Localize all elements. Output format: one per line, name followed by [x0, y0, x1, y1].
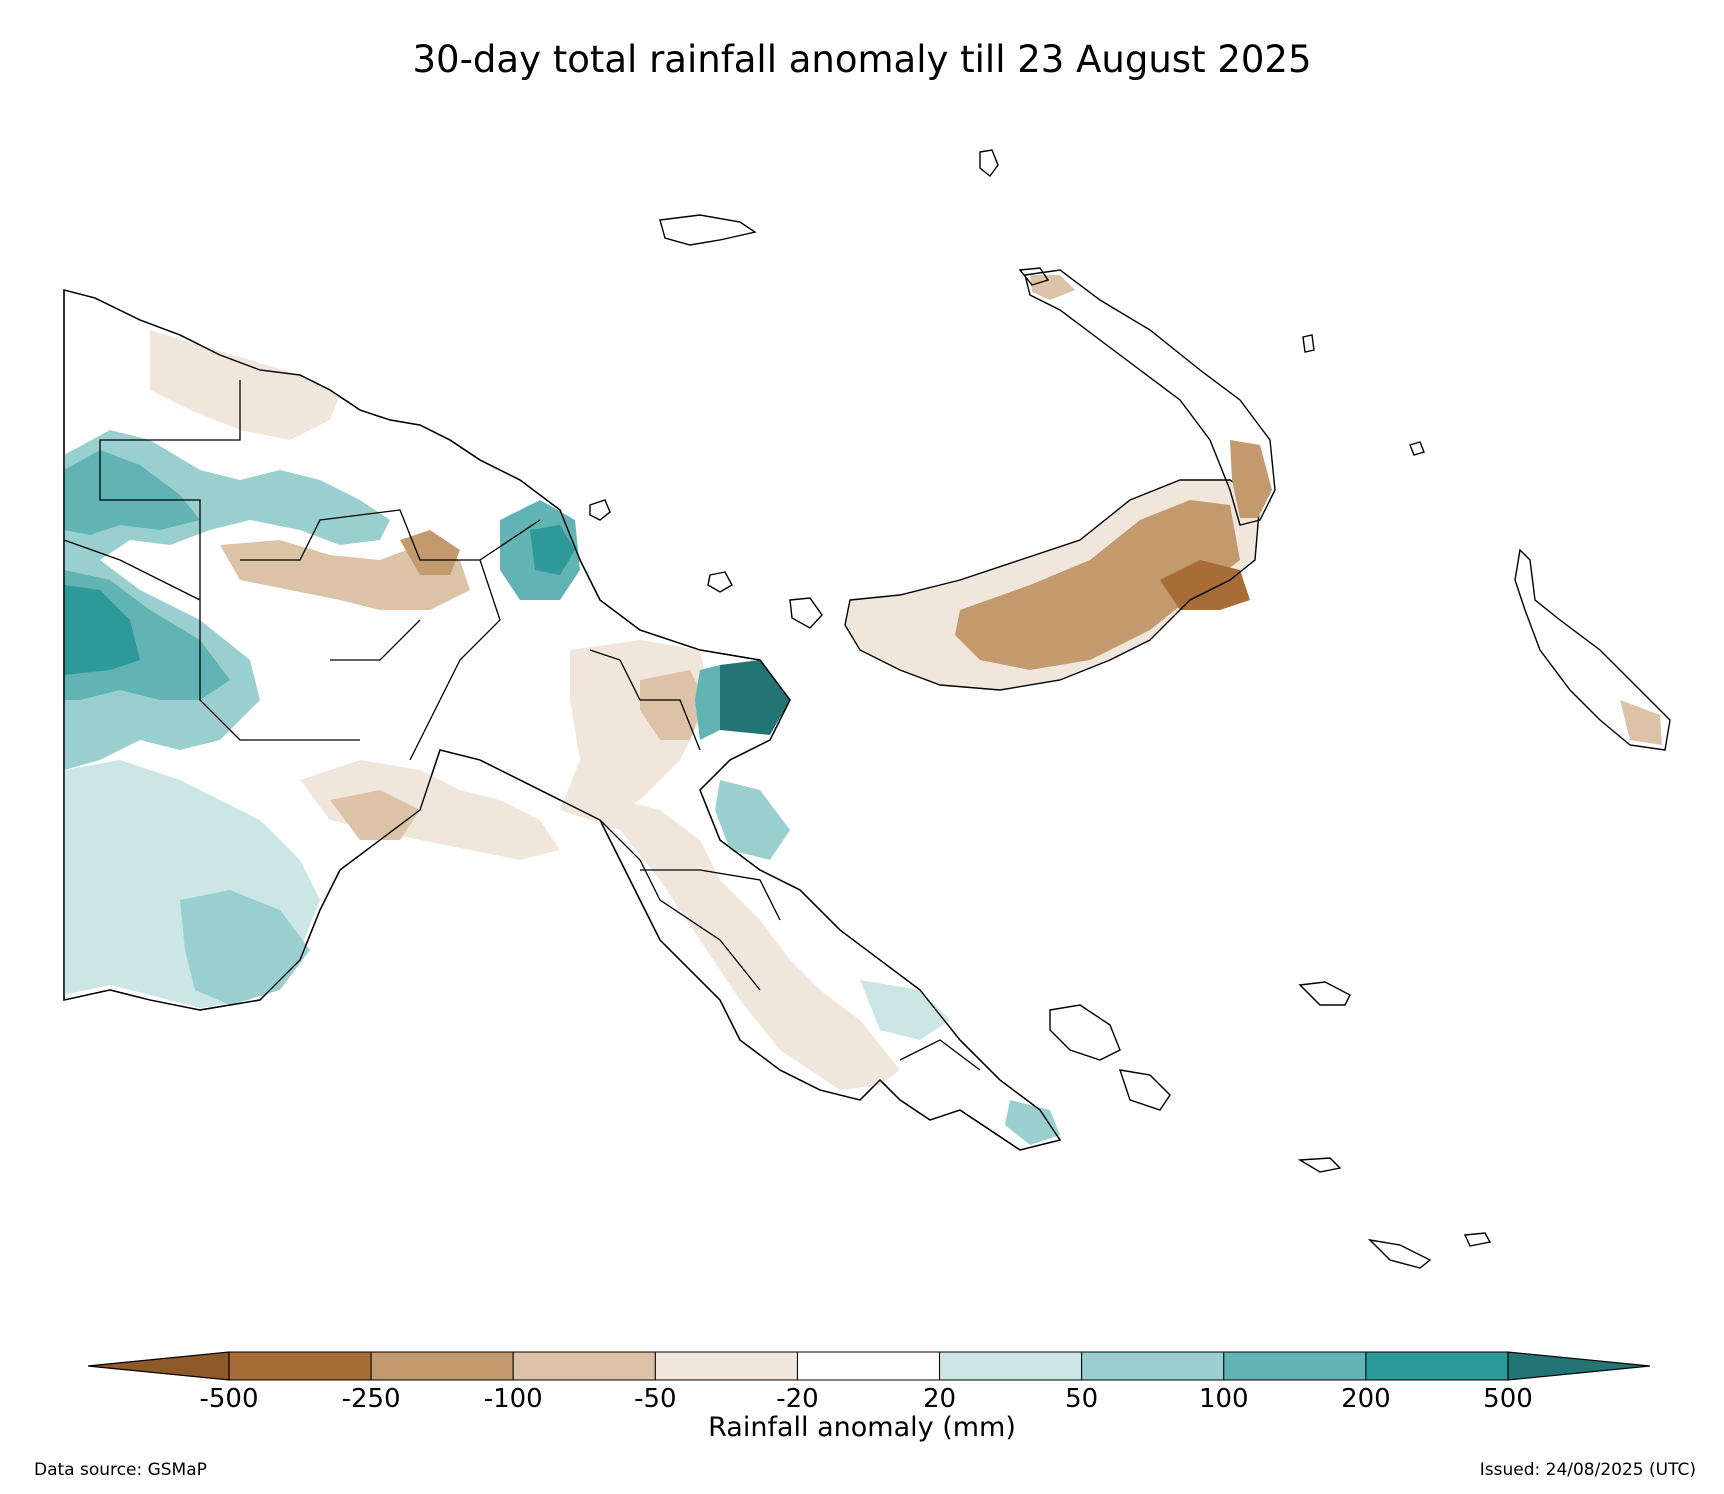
bougainville: [1514, 548, 1671, 751]
mainland: [63, 289, 1062, 1151]
new-ireland-anomaly-north: [1030, 275, 1075, 300]
colorbar-segment: [654, 1351, 798, 1381]
new-ireland: [1024, 269, 1276, 526]
rainfall-anomaly-map: [63, 149, 1671, 1269]
mussau-island: [979, 149, 999, 178]
colorbar-segment: [1365, 1351, 1509, 1381]
colorbar-segment: [228, 1351, 372, 1381]
manus-island: [659, 214, 757, 246]
fergusson-island: [1118, 1069, 1171, 1111]
mainland-coast: [63, 289, 1062, 1151]
new-britain-anomaly-mid: [955, 500, 1240, 670]
new-britain: [844, 479, 1261, 691]
issued-date: Issued: 24/08/2025 (UTC): [1479, 1460, 1696, 1480]
new-britain-anomaly-dark: [1160, 560, 1250, 610]
umboi-island: [707, 571, 733, 593]
mainland-anomaly-brown-central: [220, 540, 470, 610]
sudest-island: [1367, 1238, 1432, 1269]
long-island: [789, 597, 823, 629]
mainland-anomaly-green-south: [180, 890, 310, 1005]
data-source: Data source: GSMaP: [34, 1460, 207, 1480]
colorbar-tick-label: 50: [1065, 1384, 1098, 1410]
mainland-anomaly-lightbrown-gulf: [300, 760, 560, 860]
mainland-anomaly-teal-huon: [695, 665, 720, 740]
colorbar-under-triangle: [87, 1351, 230, 1381]
colorbar-segment: [370, 1351, 514, 1381]
colorbar-segment: [939, 1351, 1083, 1381]
mainland-anomaly-lightbrown-southeast: [560, 800, 900, 1090]
mainland-anomaly-green-milnebay: [1005, 1100, 1060, 1145]
colorbar-tick-label: -100: [484, 1384, 543, 1410]
colorbar-tick-label: -250: [342, 1384, 401, 1410]
colorbar-tick-label: -500: [199, 1384, 258, 1410]
karkar-island: [589, 499, 611, 521]
colorbar-tick-label: 500: [1483, 1384, 1533, 1410]
colorbar-segment: [512, 1351, 656, 1381]
colorbar-label: Rainfall anomaly (mm): [708, 1412, 1016, 1443]
colorbar-tick-label: 100: [1199, 1384, 1249, 1410]
colorbar-segment: [1081, 1351, 1225, 1381]
bougainville-land: [1514, 548, 1671, 751]
colorbar-tick-label: 20: [923, 1384, 956, 1410]
colorbar-tick-label: -50: [634, 1384, 676, 1410]
mainland-anomaly-deepteal-huon: [720, 660, 790, 735]
mainland-anomaly-brown-north: [150, 330, 340, 440]
new-ireland-anomaly: [1230, 440, 1272, 518]
colorbar-segment: [1223, 1351, 1367, 1381]
feni-island: [1409, 441, 1425, 456]
trobriand-islands: [1298, 981, 1351, 1006]
new-britain-coast: [844, 479, 1261, 691]
new-ireland-land: [1024, 269, 1276, 526]
colorbar-segment: [796, 1351, 941, 1381]
mainland-anomaly-teal-west: [64, 450, 200, 535]
mainland-anomaly-brown-centraldark: [400, 530, 460, 575]
colorbar-tick-label: 200: [1341, 1384, 1391, 1410]
colorbar-tick-label: -20: [776, 1384, 818, 1410]
bougainville-anomaly-light: [1620, 700, 1662, 745]
lihir-island: [1302, 334, 1315, 353]
province-boundaries: [63, 380, 981, 1071]
mainland-anomaly-green-morobe: [715, 780, 790, 860]
colorbar-over-triangle: [1507, 1351, 1651, 1381]
dentrecasteaux-islands: [1049, 1004, 1121, 1061]
mainland-anomaly-deepteal-southwest: [64, 585, 140, 675]
mainland-anomaly-deepteal-madang: [530, 525, 575, 575]
new-hanover: [1018, 267, 1050, 286]
map-title: 30-day total rainfall anomaly till 23 Au…: [412, 38, 1312, 81]
woodlark-island: [1297, 1157, 1342, 1173]
mainland-anomaly-green-southeast: [860, 980, 950, 1040]
colorbar: -500 -250 -100 -50 -20 20 50 100 200 500: [87, 1351, 1651, 1410]
rossel-island: [1463, 1232, 1492, 1247]
